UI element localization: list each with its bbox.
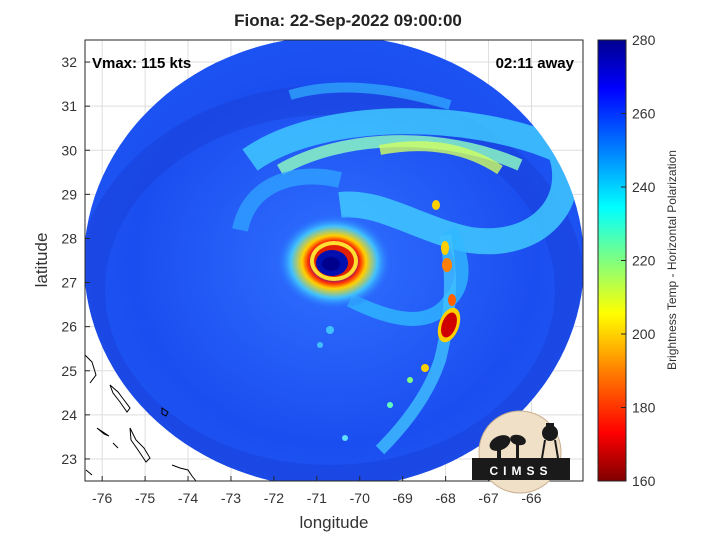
- x-tick-label: -68: [436, 490, 456, 506]
- vmax-label: Vmax: 115 kts: [92, 55, 191, 72]
- x-tick-label: -74: [178, 490, 198, 506]
- x-axis: -76 -75 -74 -73 -72 -71 -70 -69 -68 -67 -66: [92, 476, 542, 506]
- x-tick-label: -67: [478, 490, 498, 506]
- colorbar: 280 260 240 220 200 180 160 Brightness Temp - …: [597, 32, 679, 489]
- x-tick-label: -69: [393, 490, 413, 506]
- colorbar-tick-label: 260: [632, 106, 656, 122]
- x-tick-label: -71: [307, 490, 327, 506]
- y-tick-label: 28: [61, 230, 77, 246]
- y-tick-label: 23: [61, 451, 77, 467]
- x-tick-label: -76: [92, 490, 112, 506]
- x-tick-label: -72: [264, 490, 284, 506]
- x-tick-label: -73: [221, 490, 241, 506]
- colorbar-tick-label: 280: [632, 32, 656, 48]
- y-tick-label: 26: [61, 319, 77, 335]
- y-tick-label: 25: [61, 363, 77, 379]
- y-tick-label: 31: [61, 98, 77, 114]
- y-axis: 32 31 30 29 28 27 26 25 24 23: [61, 54, 90, 467]
- coastlines: [85, 354, 197, 481]
- axes-frame: [84, 39, 584, 482]
- colorbar-label: Brightness Temp - Horizontal Polarizatio…: [665, 150, 679, 370]
- colorbar-tick-label: 200: [632, 326, 656, 342]
- satellite-dish-icon: [489, 435, 511, 451]
- y-tick-label: 32: [61, 54, 77, 70]
- colorbar-tick-label: 220: [632, 253, 656, 269]
- y-tick-label: 30: [61, 142, 77, 158]
- y-tick-label: 24: [61, 407, 77, 423]
- y-tick-label: 27: [61, 275, 77, 291]
- cimss-logo-text: CIMSS: [489, 464, 552, 478]
- x-axis-label: longitude: [299, 513, 368, 532]
- y-axis-label: latitude: [32, 233, 51, 288]
- microwave-swath: [85, 40, 583, 481]
- eta-label: 02:11 away: [496, 55, 575, 72]
- y-tick-label: 29: [61, 186, 77, 202]
- x-tick-label: -70: [350, 490, 370, 506]
- cimss-logo: CIMSS: [472, 410, 570, 494]
- x-tick-label: -75: [135, 490, 155, 506]
- colorbar-tick-label: 180: [632, 400, 656, 416]
- water-tower-icon: [542, 425, 558, 441]
- colorbar-tick-label: 160: [632, 473, 656, 489]
- x-tick-label: -66: [521, 490, 541, 506]
- colorbar-tick-label: 240: [632, 179, 656, 195]
- chart-title: Fiona: 22-Sep-2022 09:00:00: [234, 11, 462, 30]
